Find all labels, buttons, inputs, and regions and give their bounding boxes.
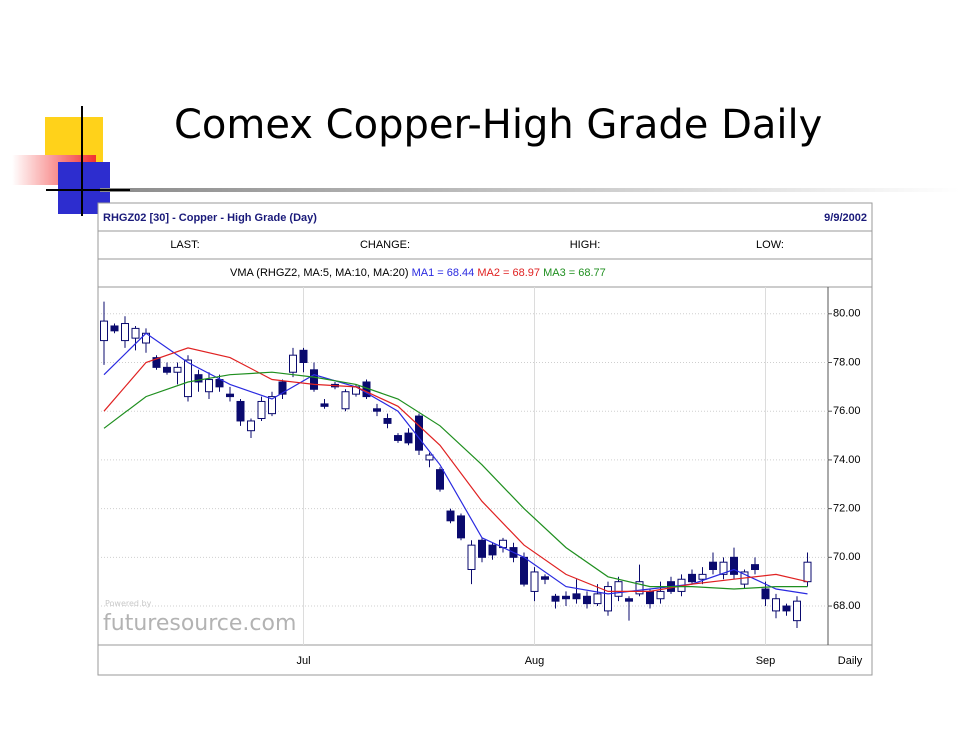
candle-body <box>583 595 591 605</box>
candle-body <box>782 605 791 612</box>
plot: 68.00 70.00 72.00 74.00 76.00 78.00 80.00 Jul Au… <box>98 287 861 667</box>
candle-body <box>635 581 644 595</box>
candle-body <box>425 454 434 461</box>
candle-body <box>803 561 812 583</box>
x-tick-label: Aug <box>525 655 545 667</box>
candle-body <box>772 598 780 612</box>
field-label: HIGH: <box>570 239 601 251</box>
candle-body <box>341 391 350 410</box>
candle-body <box>520 556 528 585</box>
candle-body <box>656 590 665 600</box>
candle-body <box>236 400 245 422</box>
legend-entry: MA1 = 68.44 <box>412 267 475 279</box>
candle-body <box>299 349 308 363</box>
candle-body <box>688 573 696 583</box>
candle-body <box>478 539 486 558</box>
candle-body <box>457 515 465 539</box>
y-tick-label: 70.00 <box>833 551 861 563</box>
candle-body <box>131 327 140 339</box>
candle-body <box>751 564 759 571</box>
candle-body <box>194 374 203 383</box>
candle-body <box>100 320 108 342</box>
watermark-small: Powered by <box>105 599 152 608</box>
candle-body <box>278 381 287 395</box>
candle-body <box>562 595 570 600</box>
candle-body <box>541 576 549 580</box>
deco-rule <box>100 188 960 192</box>
ma-line <box>103 371 808 590</box>
watermark: futuresource.com <box>103 611 296 636</box>
candle-body <box>793 600 801 622</box>
candle-body <box>698 573 707 580</box>
candle-body <box>247 420 255 432</box>
candle-body <box>268 396 276 415</box>
slide-title: Comex Copper-High Grade Daily <box>174 102 822 148</box>
candle-body <box>604 586 612 612</box>
candle-body <box>320 403 329 407</box>
candle-body <box>415 415 423 451</box>
candle-body <box>625 598 633 602</box>
candle-body <box>593 593 602 605</box>
candle-body <box>152 357 161 368</box>
y-tick-label: 76.00 <box>833 405 861 417</box>
chart-date: 9/9/2002 <box>824 212 867 224</box>
candle-body <box>257 400 266 420</box>
y-tick-label: 80.00 <box>833 308 861 320</box>
y-tick-label: 72.00 <box>833 503 861 515</box>
candle-body <box>205 379 213 393</box>
candle-body <box>614 581 623 597</box>
ma-line <box>103 332 808 595</box>
candle-body <box>467 544 476 571</box>
candle-body <box>646 590 654 605</box>
candle-body <box>163 366 171 373</box>
chart-frame <box>97 202 873 676</box>
candle-body <box>436 469 444 490</box>
legend-entry: MA2 = 68.97 <box>477 267 540 279</box>
y-tick-label: 68.00 <box>833 600 861 612</box>
x-axis-label: Daily <box>838 655 863 667</box>
ma-label: VMA (RHGZ2, MA:5, MA:10, MA:20) <box>230 267 409 279</box>
candle-body <box>730 556 738 575</box>
candle-body <box>310 369 318 390</box>
candle-body <box>719 561 728 575</box>
y-tick-label: 74.00 <box>833 454 861 466</box>
candle-body <box>530 571 539 592</box>
candle-body <box>173 366 182 373</box>
legend-entry: MA3 = 68.77 <box>543 267 606 279</box>
candle-body <box>373 408 381 412</box>
ma-line <box>103 347 808 592</box>
candle-body <box>709 561 717 571</box>
candle-body <box>289 354 297 373</box>
candle-body <box>184 359 192 398</box>
candle-body <box>110 325 119 332</box>
field-label: LOW: <box>756 239 784 251</box>
x-tick-label: Jul <box>296 655 310 667</box>
candle-body <box>226 393 234 398</box>
candle-body <box>761 588 770 600</box>
y-tick-label: 78.00 <box>833 356 861 368</box>
field-label: CHANGE: <box>360 239 410 251</box>
candle-body <box>404 432 413 444</box>
candle-body <box>383 418 392 424</box>
ma-legend: VMA (RHGZ2, MA:5, MA:10, MA:20) MA1 = 68… <box>230 267 606 279</box>
candle-body <box>488 544 497 556</box>
chart-title: RHGZ02 [30] - Copper - High Grade (Day) <box>103 212 317 224</box>
candle-body <box>121 323 129 342</box>
x-tick-label: Sep <box>756 655 776 667</box>
candle-body <box>572 593 581 600</box>
candle-body <box>446 510 455 522</box>
candle-body <box>551 595 560 602</box>
candle-body <box>394 435 402 441</box>
field-label: LAST: <box>170 239 199 251</box>
